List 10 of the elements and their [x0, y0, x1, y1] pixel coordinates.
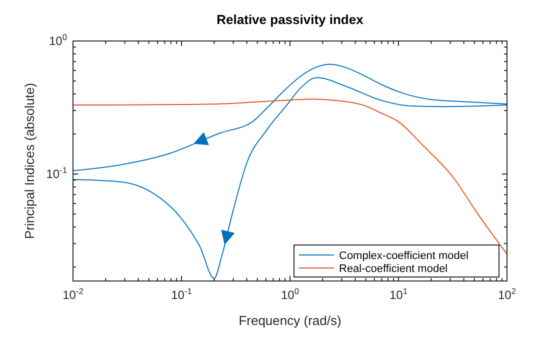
x-tick-label: 10$^{-1}$ [171, 286, 192, 302]
x-tick-label: 10$^{-2}$ [62, 286, 84, 302]
y-axis-title: Principal Indices (absolute) [22, 82, 37, 240]
legend-label: Complex-coefficient model [339, 250, 468, 262]
chart-title: Relative passivity index [216, 12, 364, 27]
x-tick-label: 10$^{0}$ [280, 286, 300, 302]
x-axis-title: Frequency (rad/s) [238, 313, 342, 328]
legend-label: Real-coefficient model [339, 263, 448, 275]
x-tick-label: 10$^{2}$ [498, 286, 516, 302]
x-tick-label: 10$^{1}$ [389, 286, 408, 302]
